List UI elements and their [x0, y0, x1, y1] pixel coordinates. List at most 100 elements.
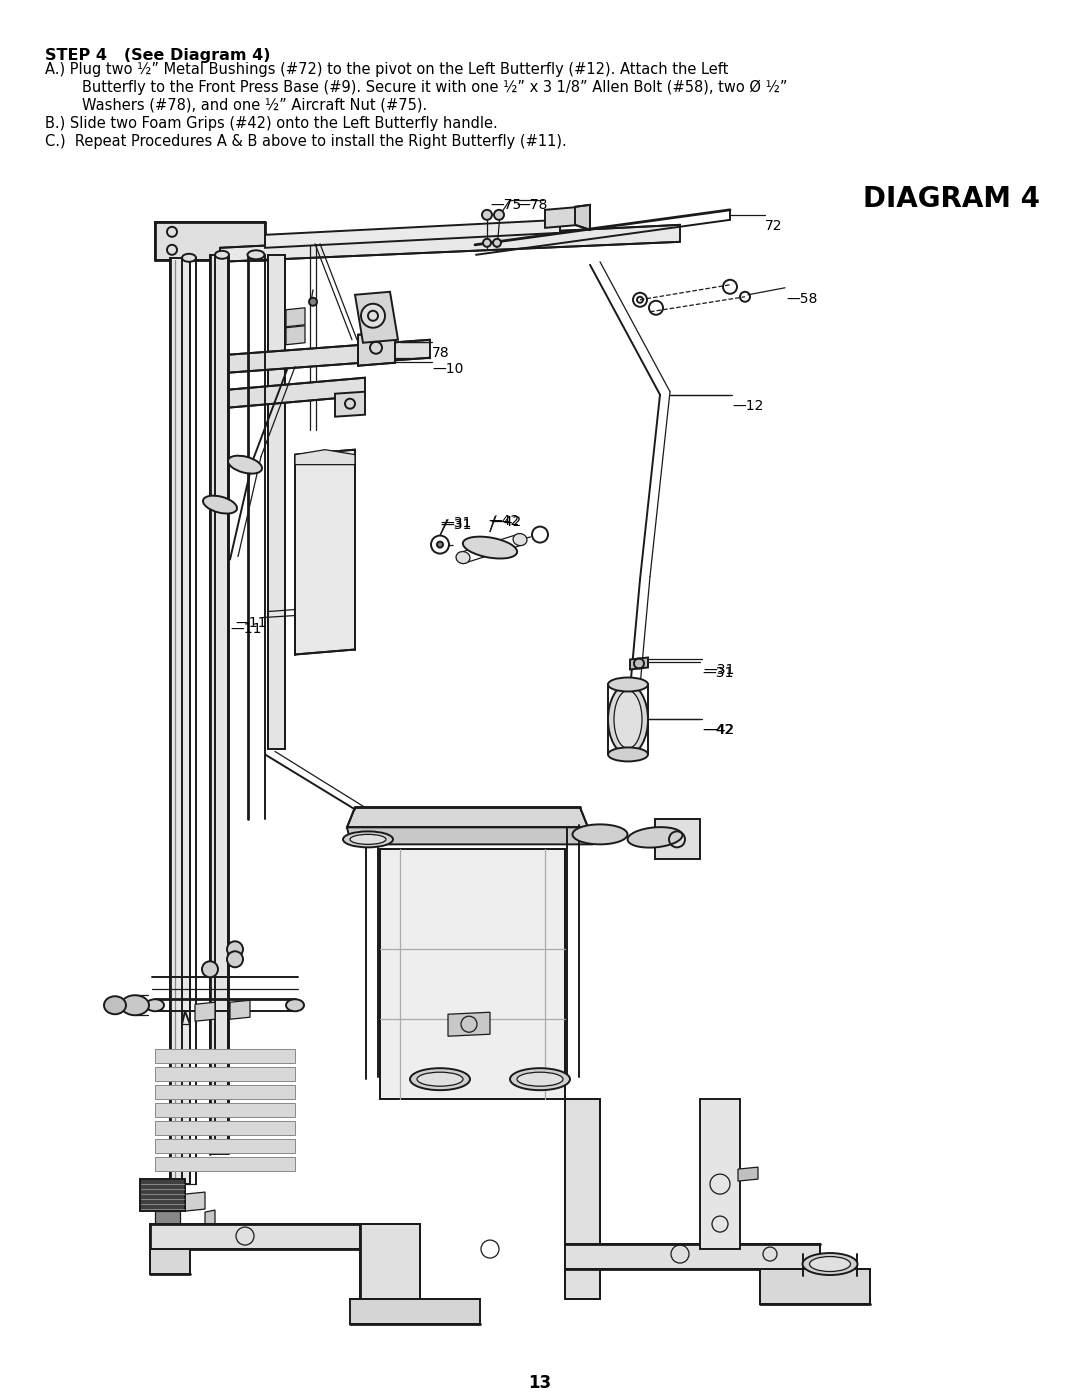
- Polygon shape: [170, 258, 190, 1185]
- Text: —31: —31: [702, 666, 733, 680]
- Ellipse shape: [247, 250, 265, 260]
- Polygon shape: [230, 1000, 249, 1020]
- Text: —31: —31: [440, 518, 471, 532]
- Circle shape: [361, 303, 384, 328]
- Polygon shape: [355, 292, 399, 342]
- Polygon shape: [156, 1122, 295, 1136]
- Polygon shape: [350, 1299, 480, 1324]
- Polygon shape: [565, 1245, 820, 1268]
- Polygon shape: [228, 339, 430, 373]
- Polygon shape: [738, 1166, 758, 1180]
- Ellipse shape: [608, 747, 648, 761]
- Ellipse shape: [146, 999, 164, 1011]
- Polygon shape: [156, 1157, 295, 1171]
- Polygon shape: [448, 1013, 490, 1037]
- Text: —11: —11: [235, 616, 267, 630]
- Ellipse shape: [608, 685, 648, 754]
- Polygon shape: [156, 1139, 295, 1153]
- Polygon shape: [575, 205, 590, 231]
- Polygon shape: [150, 1224, 360, 1249]
- Text: —31: —31: [703, 664, 734, 678]
- Ellipse shape: [183, 254, 195, 261]
- Ellipse shape: [572, 824, 627, 844]
- Ellipse shape: [215, 251, 229, 258]
- Circle shape: [437, 542, 443, 548]
- Ellipse shape: [810, 1256, 851, 1271]
- Polygon shape: [156, 1085, 295, 1099]
- Polygon shape: [760, 1268, 870, 1303]
- Polygon shape: [630, 658, 648, 669]
- Polygon shape: [654, 820, 700, 859]
- Text: STEP 4   (See Diagram 4): STEP 4 (See Diagram 4): [45, 47, 270, 63]
- Polygon shape: [156, 1067, 295, 1081]
- Ellipse shape: [456, 552, 470, 563]
- Ellipse shape: [510, 1069, 570, 1090]
- Polygon shape: [347, 807, 588, 827]
- Polygon shape: [286, 307, 305, 327]
- Ellipse shape: [121, 995, 149, 1016]
- Ellipse shape: [343, 831, 393, 848]
- Text: 78: 78: [432, 345, 449, 360]
- Ellipse shape: [228, 455, 262, 474]
- Text: —58: —58: [786, 292, 818, 306]
- Text: —42: —42: [488, 514, 519, 528]
- Ellipse shape: [286, 999, 303, 1011]
- Ellipse shape: [350, 834, 386, 844]
- Polygon shape: [195, 1002, 215, 1021]
- Polygon shape: [565, 1099, 600, 1299]
- Text: Washers (#78), and one ½” Aircraft Nut (#75).: Washers (#78), and one ½” Aircraft Nut (…: [45, 98, 428, 113]
- Text: DIAGRAM 4: DIAGRAM 4: [863, 184, 1040, 212]
- Circle shape: [309, 298, 318, 306]
- Ellipse shape: [608, 678, 648, 692]
- Circle shape: [431, 535, 449, 553]
- Polygon shape: [150, 1249, 190, 1274]
- Text: C.)  Repeat Procedures A & B above to install the Right Butterfly (#11).: C.) Repeat Procedures A & B above to ins…: [45, 134, 567, 149]
- Text: —42: —42: [703, 724, 734, 738]
- Ellipse shape: [417, 1071, 463, 1087]
- Polygon shape: [265, 219, 561, 247]
- Polygon shape: [156, 1211, 180, 1224]
- Circle shape: [227, 951, 243, 967]
- Circle shape: [227, 942, 243, 957]
- Ellipse shape: [410, 1069, 470, 1090]
- Polygon shape: [700, 1099, 740, 1249]
- Circle shape: [492, 239, 501, 247]
- Ellipse shape: [513, 534, 527, 546]
- Polygon shape: [268, 254, 285, 749]
- Ellipse shape: [104, 996, 126, 1014]
- Polygon shape: [156, 222, 265, 260]
- Text: B.) Slide two Foam Grips (#42) onto the Left Butterfly handle.: B.) Slide two Foam Grips (#42) onto the …: [45, 116, 498, 131]
- Polygon shape: [295, 450, 355, 465]
- Text: —42: —42: [490, 514, 522, 528]
- Polygon shape: [347, 827, 592, 844]
- Text: —31: —31: [440, 515, 471, 529]
- Text: 13: 13: [528, 1375, 552, 1391]
- Polygon shape: [210, 254, 228, 1154]
- Polygon shape: [156, 1049, 295, 1063]
- Polygon shape: [205, 1210, 215, 1227]
- Ellipse shape: [615, 690, 642, 749]
- Text: —10: —10: [432, 362, 463, 376]
- Polygon shape: [295, 450, 355, 655]
- Text: —11: —11: [230, 622, 261, 636]
- Text: A.) Plug two ½” Metal Bushings (#72) to the pivot on the Left Butterfly (#12). A: A.) Plug two ½” Metal Bushings (#72) to …: [45, 61, 728, 77]
- Polygon shape: [335, 391, 365, 416]
- Ellipse shape: [463, 536, 517, 559]
- Circle shape: [202, 961, 218, 978]
- Ellipse shape: [203, 496, 237, 514]
- Polygon shape: [360, 1224, 420, 1309]
- Text: —75: —75: [490, 198, 522, 212]
- Ellipse shape: [802, 1253, 858, 1275]
- Polygon shape: [380, 849, 565, 1099]
- Ellipse shape: [517, 1071, 563, 1087]
- Ellipse shape: [627, 827, 683, 848]
- Polygon shape: [286, 326, 305, 345]
- Polygon shape: [185, 1192, 205, 1211]
- Circle shape: [482, 210, 492, 219]
- Polygon shape: [220, 225, 680, 261]
- Circle shape: [494, 210, 504, 219]
- Polygon shape: [156, 1104, 295, 1118]
- Circle shape: [532, 527, 548, 542]
- Polygon shape: [545, 207, 580, 228]
- Polygon shape: [357, 331, 395, 366]
